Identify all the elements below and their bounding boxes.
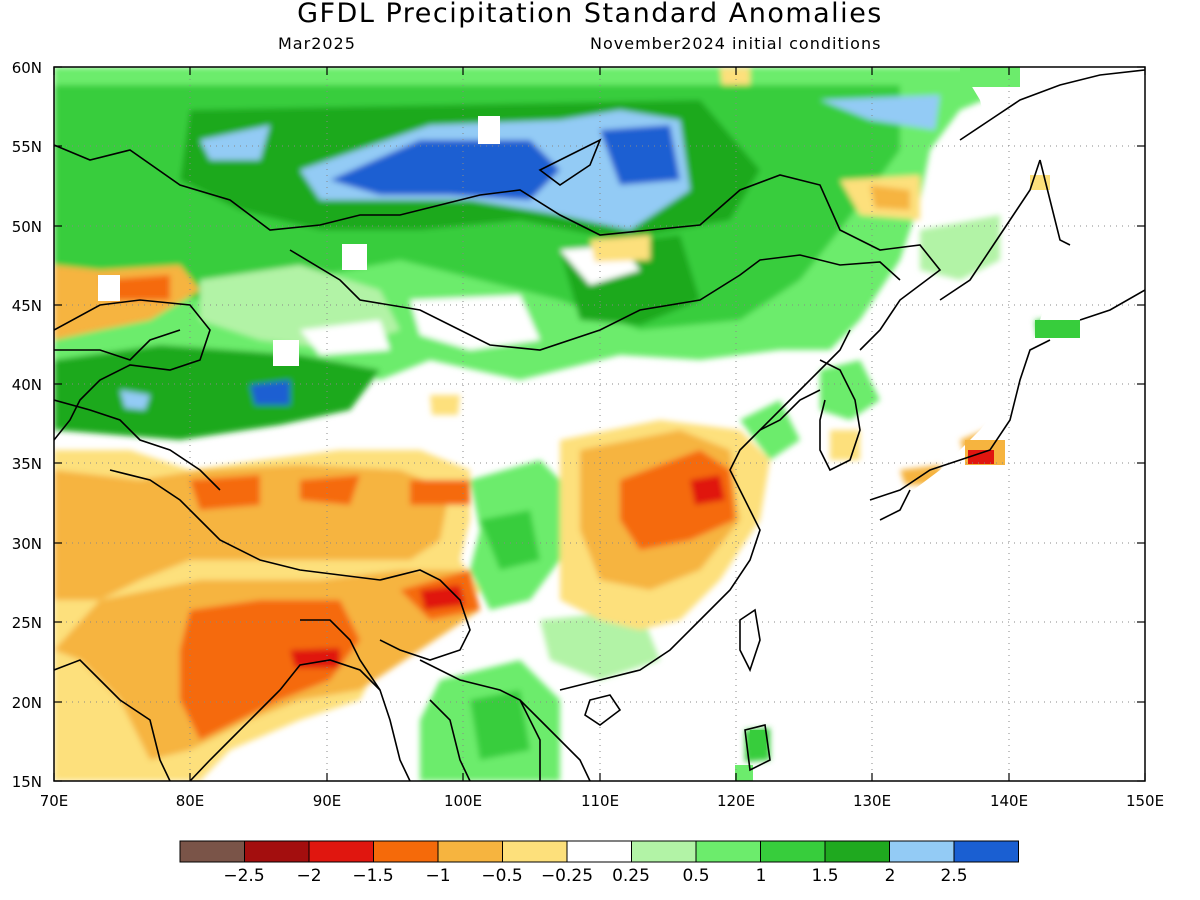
colorbar xyxy=(179,840,1019,863)
colorbar-label: −0.5 xyxy=(481,866,522,886)
initial-conditions: November2024 initial conditions xyxy=(590,34,882,53)
colorbar-labels: −2.5 −2 −1.5 −1 −0.5 −0.25 0.25 0.5 1 1.… xyxy=(223,866,967,886)
colorbar-label: −2 xyxy=(296,866,321,886)
colorbar-label: −1.5 xyxy=(352,866,393,886)
coastlines-borders xyxy=(54,69,1145,781)
colorbar-swatch xyxy=(824,840,890,863)
lat-label: 55N xyxy=(12,138,42,156)
colorbar-label: −2.5 xyxy=(223,866,264,886)
colorbar-label: 1.5 xyxy=(811,866,838,886)
colorbar-swatch xyxy=(953,840,1019,863)
colorbar-swatch xyxy=(631,840,697,863)
colorbar-label: 2.5 xyxy=(940,866,967,886)
lat-label: 15N xyxy=(12,773,42,791)
lat-label: 25N xyxy=(12,614,42,632)
longitude-labels: 70E 80E 90E 100E 110E 120E 130E 140E 150… xyxy=(40,792,1164,810)
tick-marks xyxy=(53,66,1146,782)
lon-label: 110E xyxy=(581,792,619,810)
colorbar-swatch xyxy=(437,840,503,863)
map-gridlines xyxy=(54,67,1145,781)
lat-label: 30N xyxy=(12,535,42,553)
lon-label: 100E xyxy=(444,792,482,810)
chart-title: GFDL Precipitation Standard Anomalies xyxy=(297,0,883,29)
valid-month: Mar2025 xyxy=(278,34,356,53)
anomaly-field xyxy=(54,67,1145,781)
latitude-labels: 60N 55N 50N 45N 40N 35N 30N 25N 20N 15N xyxy=(12,59,42,791)
lon-label: 120E xyxy=(717,792,755,810)
lon-label: 140E xyxy=(990,792,1028,810)
colorbar-label: 0.5 xyxy=(682,866,709,886)
lat-label: 60N xyxy=(12,59,42,77)
colorbar-label: 0.25 xyxy=(612,866,650,886)
lat-label: 20N xyxy=(12,694,42,712)
lat-label: 40N xyxy=(12,376,42,394)
colorbar-swatch xyxy=(760,840,826,863)
colorbar-swatch xyxy=(502,840,568,863)
lon-label: 130E xyxy=(853,792,891,810)
lat-label: 50N xyxy=(12,218,42,236)
colorbar-swatch xyxy=(244,840,310,863)
lon-label: 150E xyxy=(1126,792,1164,810)
lon-label: 80E xyxy=(176,792,205,810)
colorbar-swatch xyxy=(566,840,632,863)
colorbar-swatch xyxy=(179,840,245,863)
colorbar-label: −0.25 xyxy=(541,866,593,886)
lon-label: 90E xyxy=(313,792,342,810)
colorbar-label: 2 xyxy=(885,866,896,886)
colorbar-swatch xyxy=(308,840,374,863)
colorbar-label: 1 xyxy=(756,866,767,886)
lon-label: 70E xyxy=(40,792,69,810)
colorbar-swatch xyxy=(695,840,761,863)
colorbar-swatch xyxy=(373,840,439,863)
lat-label: 45N xyxy=(12,297,42,315)
colorbar-label: −1 xyxy=(425,866,450,886)
colorbar-swatch xyxy=(889,840,955,863)
lat-label: 35N xyxy=(12,455,42,473)
